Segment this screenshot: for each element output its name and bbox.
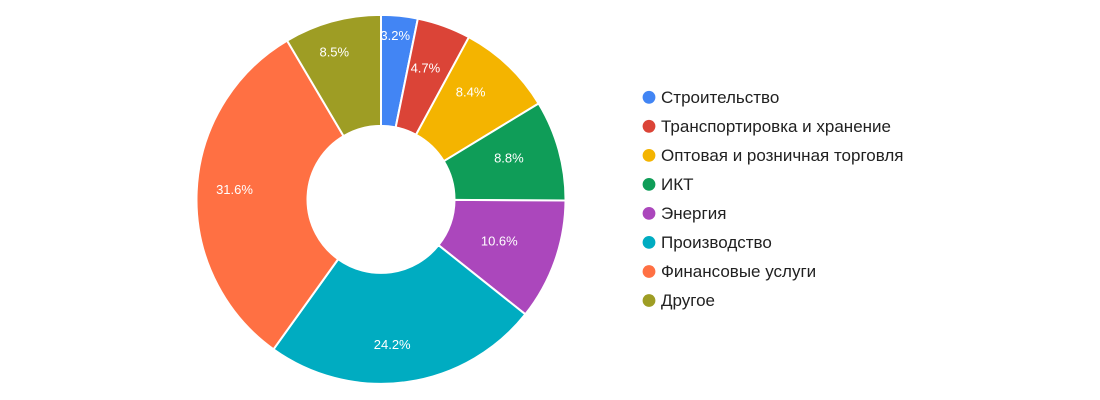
svg-text:Другое: Другое xyxy=(661,291,715,310)
svg-text:8.5%: 8.5% xyxy=(319,45,349,60)
svg-text:24.2%: 24.2% xyxy=(374,337,411,352)
svg-text:10.6%: 10.6% xyxy=(481,234,518,249)
svg-text:3.2%: 3.2% xyxy=(380,28,410,43)
svg-text:Энергия: Энергия xyxy=(661,204,726,223)
svg-text:ИКТ: ИКТ xyxy=(661,175,694,194)
svg-text:Строительство: Строительство xyxy=(661,88,779,107)
svg-text:Финансовые услуги: Финансовые услуги xyxy=(661,262,816,281)
svg-text:8.8%: 8.8% xyxy=(494,151,524,166)
svg-text:4.7%: 4.7% xyxy=(411,60,441,75)
svg-text:Производство: Производство xyxy=(661,233,772,252)
svg-text:31.6%: 31.6% xyxy=(216,182,253,197)
svg-text:Оптовая и розничная торговля: Оптовая и розничная торговля xyxy=(661,146,904,165)
svg-text:8.4%: 8.4% xyxy=(456,85,486,100)
svg-text:Транспортировка и хранение: Транспортировка и хранение xyxy=(661,117,891,136)
